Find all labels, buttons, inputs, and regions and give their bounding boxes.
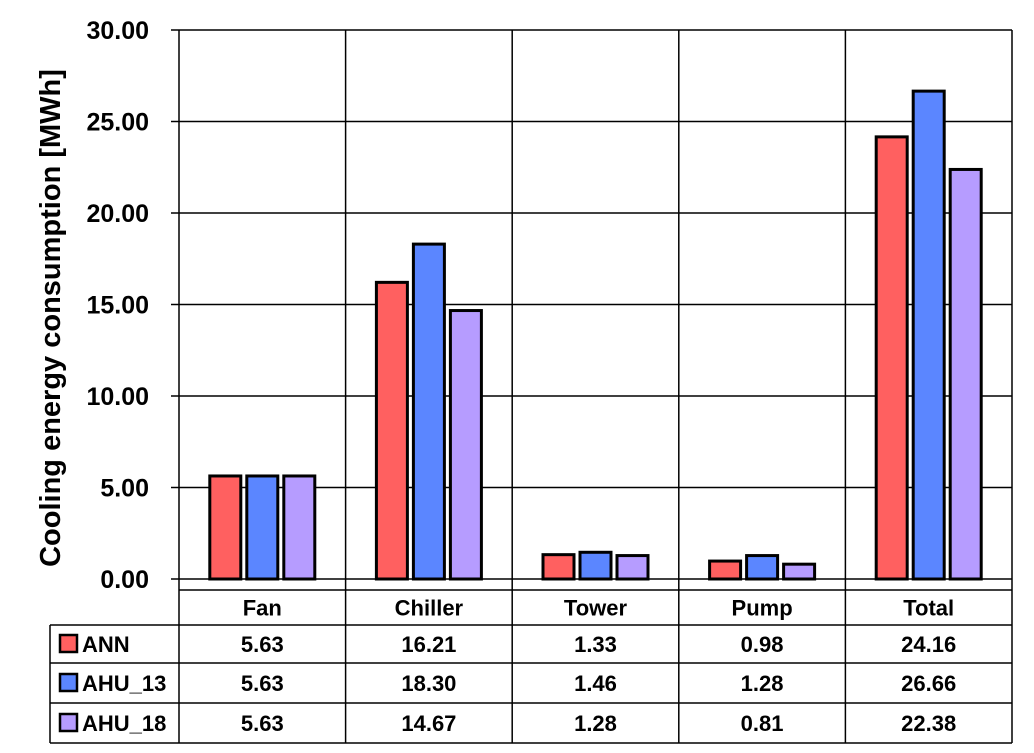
legend-key	[58, 712, 79, 733]
bar-ahu-18	[448, 309, 483, 581]
bar-ahu-18	[282, 474, 317, 581]
category-label: Chiller	[395, 596, 464, 621]
category-label: Pump	[732, 596, 793, 621]
y-tick-label: 15.00	[86, 292, 149, 320]
table-cell-value: 24.16	[901, 632, 956, 657]
table-cell-value: 1.28	[574, 711, 617, 736]
y-axis: 0.00 5.00 10.00 15.00 20.00 25.00 30.00	[86, 17, 179, 594]
table-cell-value: 0.98	[741, 632, 784, 657]
bar-ann	[708, 559, 743, 581]
table-cell-value: 5.63	[241, 671, 284, 696]
table-cell-value: 0.81	[741, 711, 784, 736]
bar-ahu-13	[245, 474, 280, 581]
table-cell-value: 5.63	[241, 711, 284, 736]
legend-key	[58, 672, 79, 693]
table-cell-value: 1.28	[741, 671, 784, 696]
bars	[208, 89, 983, 581]
grid	[178, 29, 1013, 743]
y-tick-label: 25.00	[86, 109, 149, 137]
y-tick-label: 30.00	[86, 17, 149, 45]
legend-key	[58, 633, 79, 654]
table-cell-value: 16.21	[401, 632, 456, 657]
y-tick-label: 10.00	[86, 383, 149, 411]
category-label: Tower	[564, 596, 628, 621]
bar-ahu-18	[948, 167, 983, 581]
category-label: Fan	[243, 596, 282, 621]
y-tick-label: 20.00	[86, 200, 149, 228]
y-tick-label: 0.00	[100, 566, 149, 594]
bar-ahu-18	[615, 554, 650, 581]
bar-ann	[208, 474, 243, 581]
data-table: Fan Chiller Tower Pump Total ANN 5.63 16.21 1.33…	[49, 589, 1012, 744]
legend-label: AHU_13	[82, 671, 166, 696]
table-cell-value: 22.38	[901, 711, 956, 736]
category-label: Total	[903, 596, 954, 621]
y-tick-label: 5.00	[100, 475, 149, 503]
table-cell-value: 26.66	[901, 671, 956, 696]
y-axis-title: Cooling energy consumption [MWh]	[35, 69, 67, 567]
bar-ahu-13	[911, 89, 946, 581]
table-cell-value: 1.33	[574, 632, 617, 657]
bar-ann	[874, 135, 909, 581]
bar-ahu-13	[578, 550, 613, 581]
bar-ahu-13	[411, 242, 446, 581]
legend-label: ANN	[82, 632, 130, 657]
bar-ann	[374, 280, 409, 581]
table-cell-value: 14.67	[401, 711, 456, 736]
bar-ahu-18	[782, 562, 817, 581]
legend-label: AHU_18	[82, 711, 166, 736]
table-cell-value: 1.46	[574, 671, 617, 696]
bar-ann	[541, 553, 576, 581]
table-cell-value: 5.63	[241, 632, 284, 657]
table-cell-value: 18.30	[401, 671, 456, 696]
bar-ahu-13	[745, 554, 780, 581]
